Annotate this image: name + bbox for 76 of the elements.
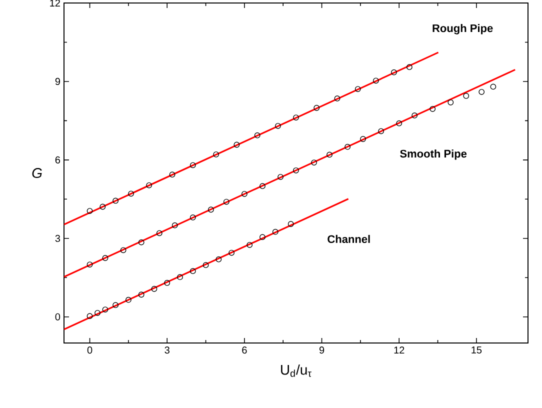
y-tick-label: 3 [55,234,60,242]
point [86,208,93,214]
point [202,262,209,268]
point [151,286,158,292]
point [334,96,340,102]
point [372,78,379,84]
point [293,114,299,121]
point [326,152,332,158]
point [120,247,126,254]
point [463,92,470,99]
point [190,214,196,220]
point [102,255,108,261]
x-tick-label: 9 [319,346,324,354]
point [260,183,266,190]
point [275,122,281,129]
point [94,310,100,316]
point [213,151,220,158]
point [156,230,162,236]
point [172,222,178,228]
point [396,120,402,126]
point [164,280,170,286]
x-tick-label: 12 [394,346,404,354]
point [86,262,93,268]
point [112,198,119,204]
point [100,204,106,210]
point [260,234,266,240]
point [138,292,144,298]
point [254,132,260,138]
y-tick-label: 6 [55,156,60,164]
point [360,136,366,142]
point [177,274,183,280]
point [125,296,132,303]
point [293,167,299,174]
point [490,84,496,90]
point [478,88,485,95]
point [311,160,317,166]
x-tick-label: 0 [87,346,92,354]
point [391,69,397,76]
point [430,106,436,112]
point [216,256,222,262]
x-tick-label: 3 [164,346,170,354]
point [112,302,119,308]
point [208,206,214,213]
annotation: Smooth Pipe [400,150,467,160]
point [378,128,384,134]
point [86,313,93,320]
point [448,99,454,106]
point [102,306,108,312]
point [272,228,278,235]
point [190,162,196,168]
annotation: Channel [328,234,370,244]
x-tick-label: 6 [242,346,247,354]
point [314,104,320,111]
point [278,174,284,180]
point [344,144,351,150]
point [288,221,294,227]
point [169,172,176,178]
point [406,64,412,70]
point [241,190,248,197]
point [228,250,235,256]
point [234,142,240,148]
y-tick-label: 0 [55,313,60,320]
y-tick-label: 12 [50,0,60,6]
point [412,112,418,118]
point [138,239,144,246]
point [223,198,230,205]
annotation: Rough Pipe [432,24,493,34]
point [146,182,152,188]
point [354,86,361,92]
point [128,190,134,197]
point [190,268,196,274]
y-tick-label: 9 [55,78,60,86]
y-axis-title: G [32,168,42,178]
x-axis-title: U$_{d}$/u$_{τ}$ [281,364,312,377]
x-tick-label: 15 [472,346,482,354]
point [246,242,253,248]
